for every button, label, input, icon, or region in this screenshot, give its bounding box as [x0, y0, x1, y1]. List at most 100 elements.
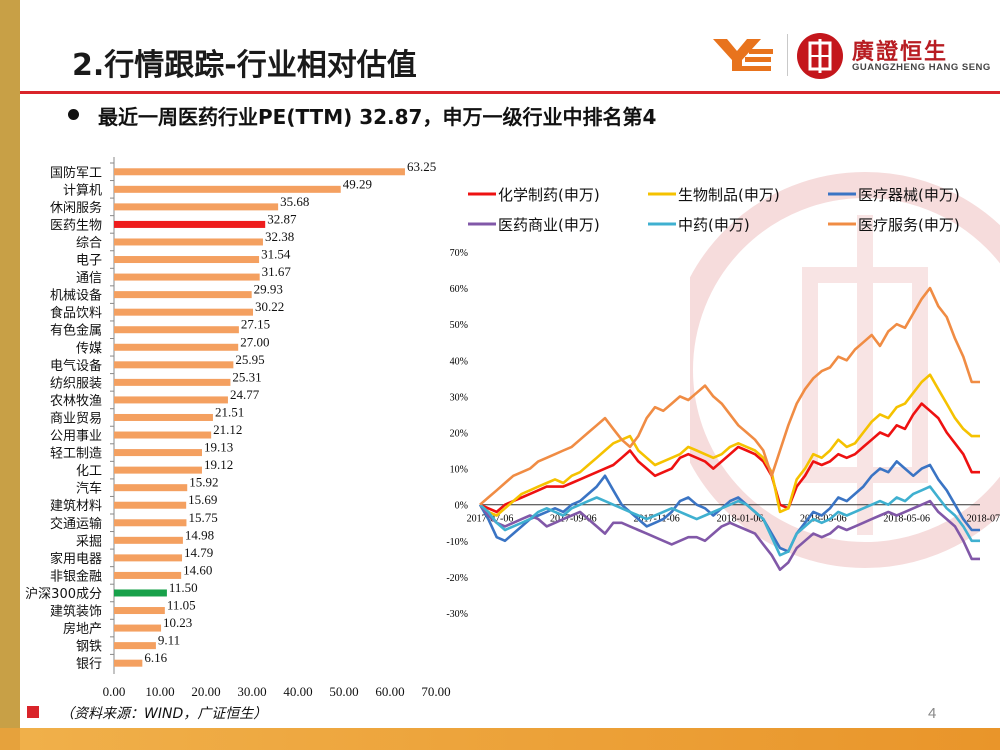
- bar-value-label: 19.12: [204, 457, 233, 472]
- bar-x-tick-label: 10.00: [145, 684, 174, 699]
- bar-category-label: 银行: [76, 657, 102, 672]
- title-underline: [20, 91, 1000, 94]
- series-line: [479, 286, 980, 506]
- line-x-tick-label: 2018-05-06: [883, 514, 930, 525]
- bar-category-label: 机械设备: [50, 288, 102, 304]
- bar-category-label: 电气设备: [50, 358, 102, 374]
- series-line: [479, 485, 980, 557]
- bar-value-label: 6.16: [144, 650, 167, 665]
- line-x-tick-label: 2018-03-06: [800, 514, 847, 525]
- bar-category-label: 有色金属: [50, 323, 102, 339]
- bar-category-label: 交通运输: [50, 516, 102, 532]
- line-x-tick-label: 2017-11-06: [634, 514, 680, 525]
- bar-category-label: 家用电器: [50, 551, 102, 567]
- bar: [114, 642, 156, 650]
- bar-value-label: 11.50: [169, 580, 198, 595]
- summary-text: 最近一周医药行业PE(TTM) 32.87，申万一级行业中排名第4: [98, 105, 657, 129]
- bar: [114, 326, 239, 334]
- line-y-tick-label: 60%: [450, 284, 468, 295]
- company-logo-icon: [713, 39, 773, 71]
- bar-category-label: 沪深300成分: [25, 586, 102, 602]
- bar-value-label: 21.51: [215, 404, 244, 419]
- bar: [114, 466, 202, 474]
- line-x-tick-label: 2017-07-06: [467, 514, 514, 525]
- legend-label: 中药(申万): [678, 216, 750, 234]
- bar-value-label: 14.98: [185, 527, 214, 542]
- bar-value-label: 14.79: [184, 545, 213, 560]
- bar: [114, 519, 187, 527]
- series-line: [479, 402, 980, 514]
- bar-value-label: 32.38: [265, 229, 294, 244]
- bar-value-label: 31.54: [261, 247, 291, 262]
- line-y-tick-label: 10%: [450, 465, 468, 476]
- bar: [114, 413, 213, 421]
- bar: [114, 431, 212, 439]
- bar: [114, 536, 183, 544]
- page-title: 2.行情跟踪-行业相对估值: [72, 48, 417, 83]
- line-y-tick-label: 40%: [450, 356, 468, 367]
- bar-value-label: 15.75: [188, 510, 217, 525]
- bar-category-label: 传媒: [76, 341, 102, 356]
- watermark-seal: [690, 172, 1000, 568]
- bar-category-label: 计算机: [63, 183, 102, 198]
- bar: [114, 571, 182, 579]
- source-marker: [27, 706, 39, 718]
- bar-x-tick-label: 0.00: [103, 684, 126, 699]
- bar-value-label: 14.60: [183, 562, 212, 577]
- bar-category-label: 采掘: [76, 534, 102, 549]
- line-y-tick-label: -10%: [446, 537, 468, 548]
- bar-value-label: 24.77: [230, 387, 260, 402]
- bar-category-label: 纺织服装: [50, 376, 102, 391]
- line-y-tick-label: 50%: [450, 320, 468, 331]
- bar-category-label: 电子: [76, 254, 102, 269]
- bar: [114, 607, 165, 615]
- bar-category-label: 通信: [76, 271, 102, 286]
- bar-value-label: 27.00: [240, 334, 269, 349]
- bar-value-label: 30.22: [255, 299, 284, 314]
- legend-label: 生物制品(申万): [678, 186, 780, 204]
- series-line: [479, 373, 980, 517]
- bar-value-label: 15.69: [188, 492, 217, 507]
- series-line: [478, 460, 980, 553]
- data-source: （资料来源：WIND，广证恒生）: [60, 706, 268, 722]
- bar-value-label: 21.12: [213, 422, 242, 437]
- bar-value-label: 31.67: [262, 264, 292, 279]
- bar: [114, 220, 266, 228]
- series-line: [478, 499, 980, 572]
- bar-category-label: 汽车: [76, 481, 102, 497]
- bar: [114, 624, 162, 632]
- line-y-tick-label: 20%: [450, 429, 468, 440]
- company-seal-icon: [797, 33, 843, 79]
- bar-value-label: 10.23: [163, 615, 192, 630]
- bar-x-tick-label: 60.00: [375, 684, 404, 699]
- bar-x-tick-label: 40.00: [283, 684, 312, 699]
- pe-bar-chart: 国防军工 63.25 计算机 49.29 休闲服务 35.68 医药生物 32.87 综合 32.…: [25, 157, 451, 699]
- bar-category-label: 建筑装饰: [50, 604, 102, 620]
- line-y-tick-label: -20%: [446, 573, 468, 584]
- bar: [114, 185, 341, 193]
- bar-value-label: 29.93: [254, 282, 283, 297]
- legend-label: 化学制药(申万): [498, 186, 600, 204]
- line-x-tick-label: 2018-01-06: [717, 514, 764, 525]
- bar-category-label: 建筑材料: [50, 498, 102, 514]
- bar-category-label: 非银金融: [50, 568, 102, 584]
- company-name-cn: 廣證恒生: [852, 40, 949, 65]
- bar-value-label: 9.11: [158, 633, 180, 648]
- bar-x-tick-label: 20.00: [191, 684, 220, 699]
- bar-category-label: 医药生物: [50, 218, 102, 233]
- legend-label: 医药商业(申万): [498, 216, 600, 234]
- bar-x-tick-label: 70.00: [421, 684, 450, 699]
- bar: [114, 238, 263, 246]
- relative-return-line-chart: 化学制药(申万) 生物制品(申万) 医疗器械(申万) 医药商业(申万) 中药(申万) 医疗…: [446, 186, 1000, 620]
- bar-category-label: 轻工制造: [50, 447, 102, 462]
- legend-label: 医疗服务(申万): [858, 216, 960, 234]
- bar: [114, 256, 260, 264]
- bar-value-label: 32.87: [267, 211, 297, 226]
- page-number: 4: [928, 705, 937, 722]
- bar: [114, 361, 234, 369]
- line-y-tick-label: -30%: [446, 609, 468, 620]
- bar: [114, 554, 183, 562]
- line-y-tick-label: 30%: [450, 392, 468, 403]
- bar: [114, 308, 254, 316]
- bar-category-label: 食品饮料: [50, 305, 102, 321]
